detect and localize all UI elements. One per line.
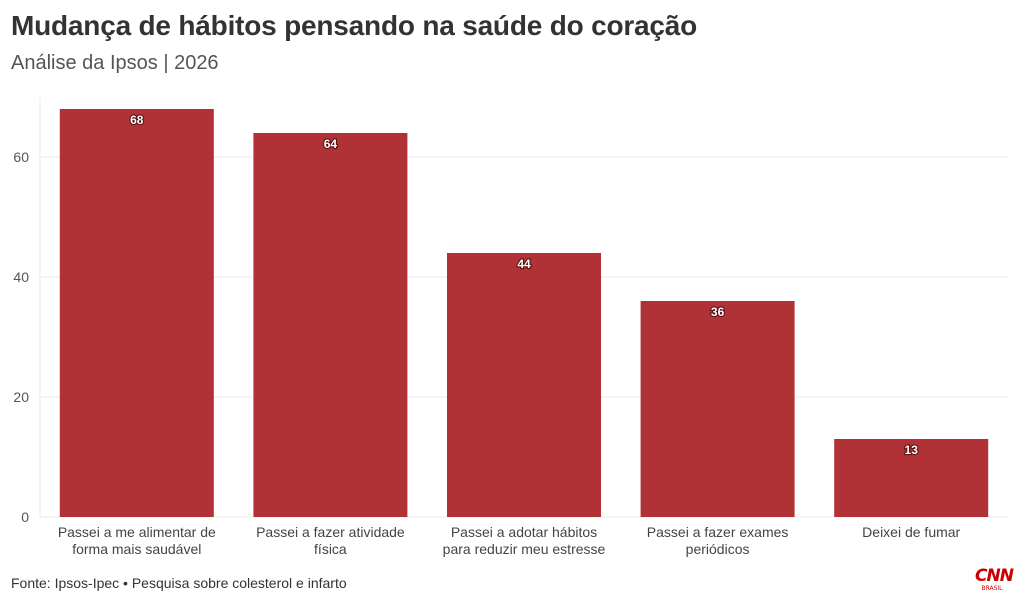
- bar: [447, 253, 601, 517]
- logo-subtext: BRASIL: [981, 585, 1003, 592]
- bar-value-label: 44: [517, 257, 531, 271]
- chart-title: Mudança de hábitos pensando na saúde do …: [11, 10, 698, 41]
- y-tick-label: 20: [13, 389, 29, 405]
- x-tick-label: para reduzir meu estresse: [443, 541, 606, 557]
- x-tick-label: Passei a adotar hábitos: [451, 524, 597, 540]
- bar-value-label: 68: [130, 113, 144, 127]
- x-tick-label: Passei a me alimentar de: [58, 524, 216, 540]
- bar: [640, 301, 795, 517]
- bar-value-label: 64: [324, 137, 338, 151]
- bar-value-label: 13: [905, 443, 919, 457]
- x-tick-label: Passei a fazer exames: [647, 524, 789, 540]
- y-tick-label: 60: [13, 149, 29, 165]
- y-tick-label: 0: [21, 509, 29, 525]
- bar-value-label: 36: [711, 305, 725, 319]
- bar: [253, 133, 408, 517]
- y-tick-label: 40: [13, 269, 29, 285]
- bar: [834, 439, 989, 517]
- chart-subtitle: Análise da Ipsos | 2026: [11, 52, 219, 74]
- bar: [59, 109, 214, 517]
- x-tick-label: Deixei de fumar: [862, 524, 960, 540]
- x-tick-label: física: [314, 541, 347, 557]
- x-tick-label: forma mais saudável: [72, 541, 201, 557]
- logo-text: CNN: [975, 566, 1014, 586]
- cnn-brasil-logo: CNN BRASIL: [975, 566, 1014, 598]
- x-tick-label: Passei a fazer atividade: [256, 524, 405, 540]
- x-tick-label: periódicos: [686, 541, 750, 557]
- source-note: Fonte: Ipsos-Ipec • Pesquisa sobre coles…: [11, 575, 347, 591]
